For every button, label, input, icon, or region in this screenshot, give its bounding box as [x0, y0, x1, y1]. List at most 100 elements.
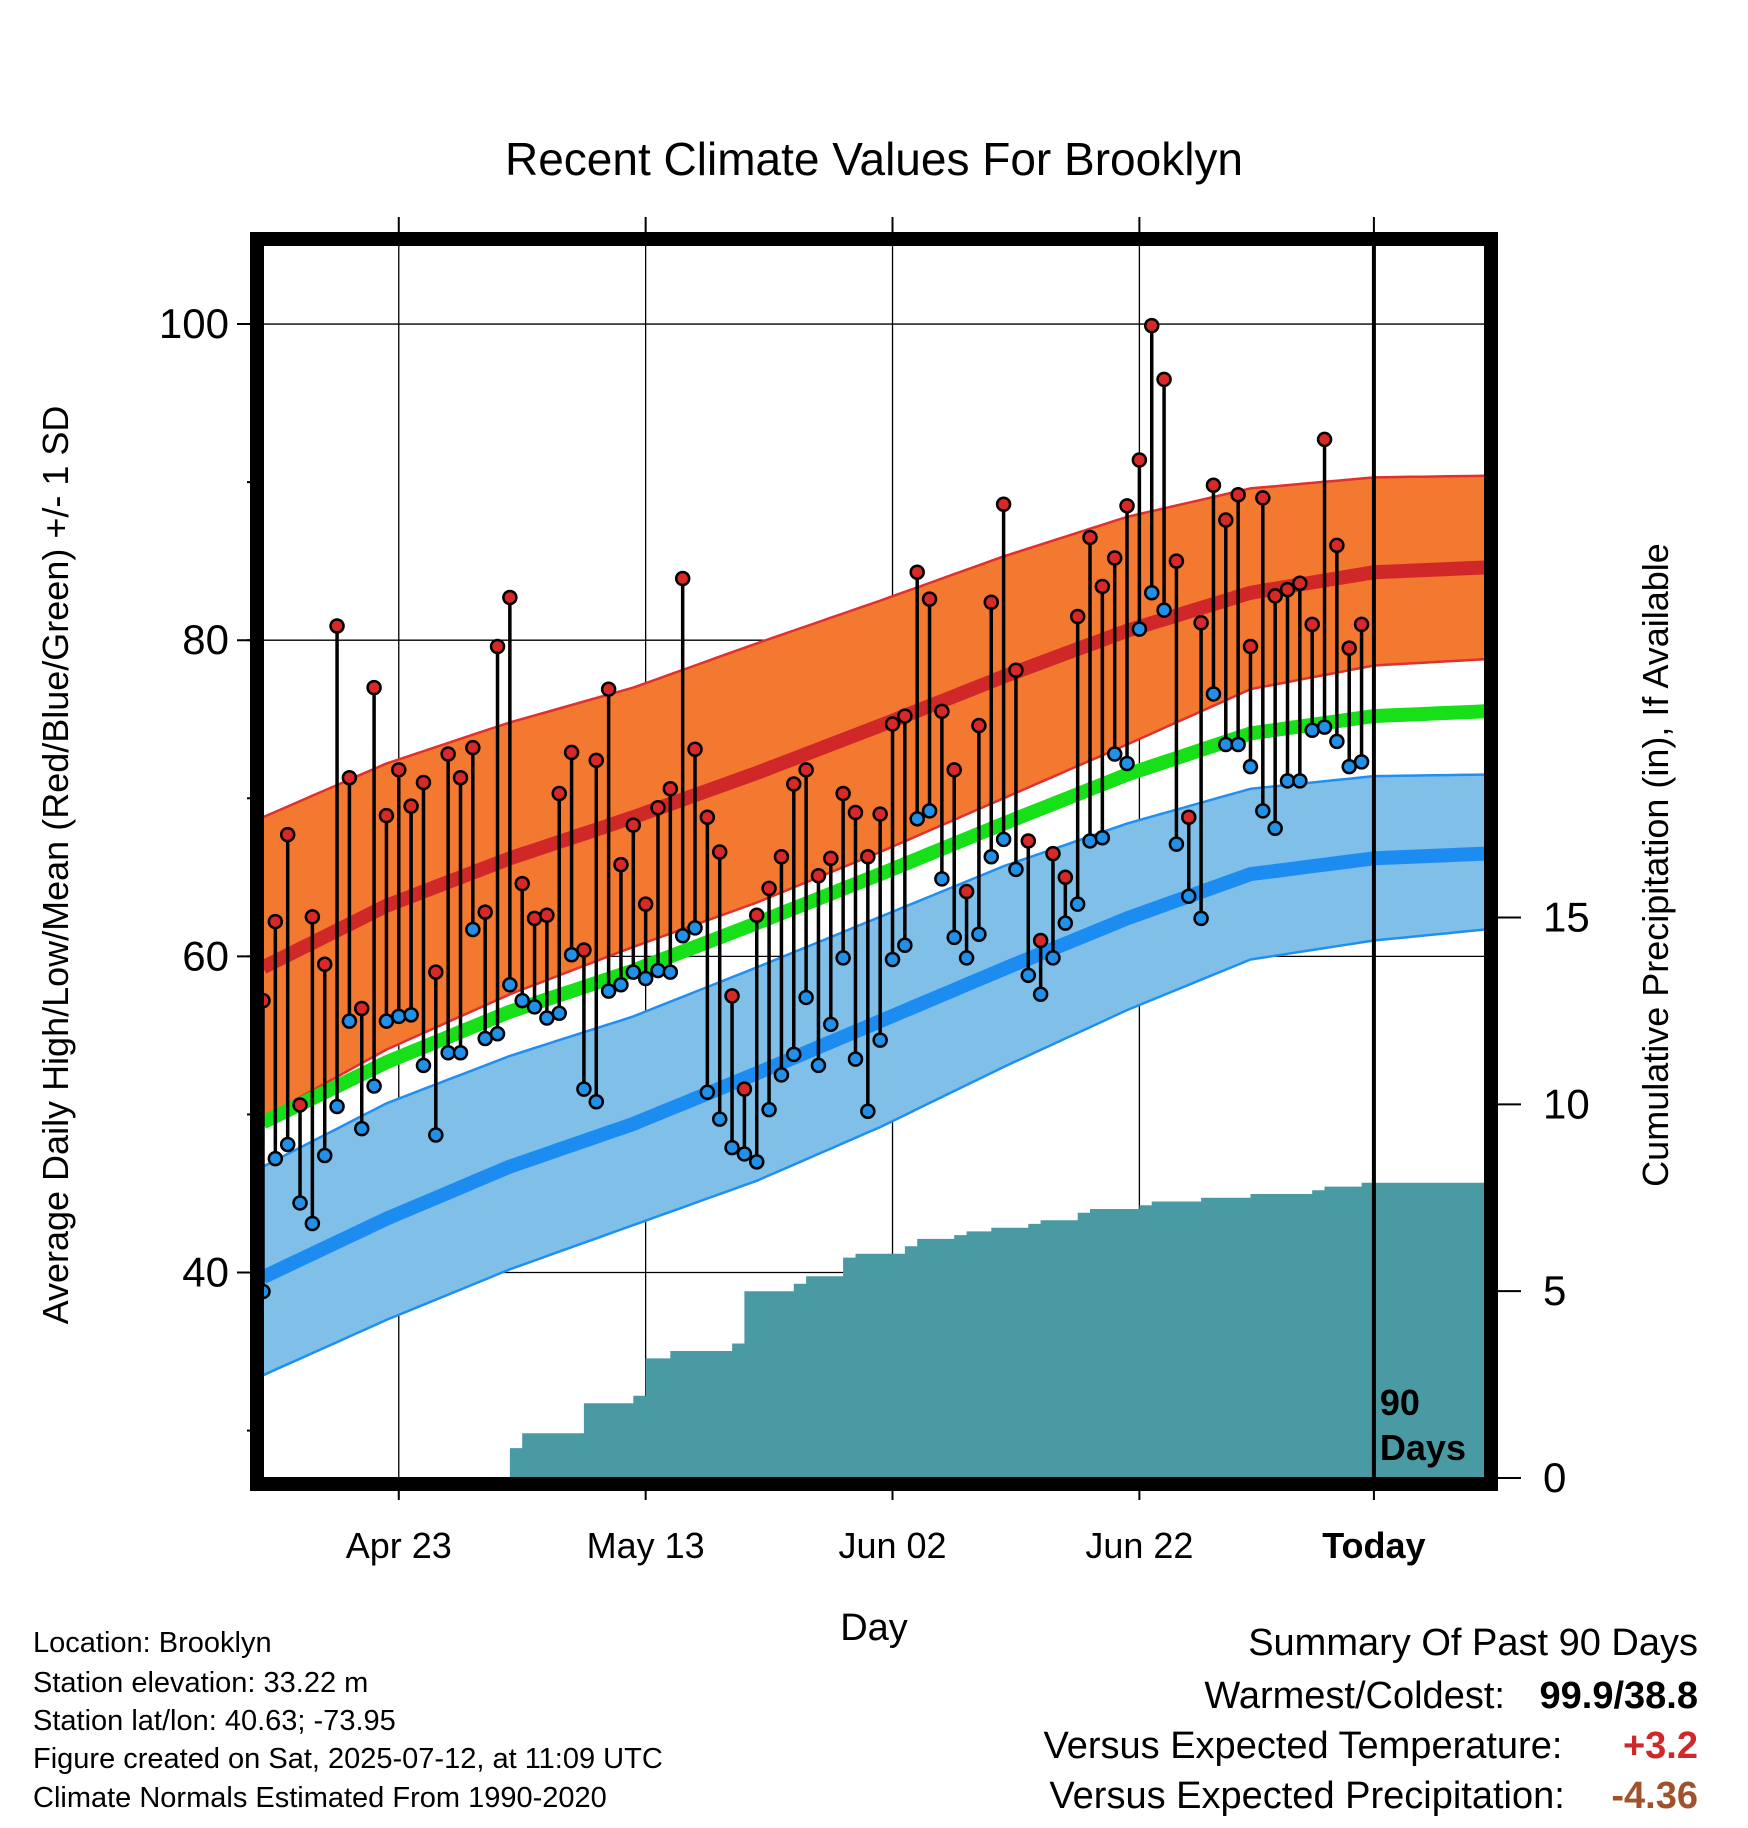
- daily-low-point: [748, 1154, 765, 1170]
- summary-temperature: Versus Expected Temperature: +3.2: [1043, 1725, 1698, 1768]
- daily-high-point: [1131, 452, 1148, 468]
- daily-high-point: [934, 703, 950, 720]
- daily-high-point: [786, 776, 802, 792]
- daily-high-point: [329, 618, 345, 634]
- daily-high-point: [613, 856, 629, 873]
- daily-low-point: [267, 1150, 284, 1167]
- daily-high-point: [263, 992, 271, 1009]
- daily-high-point: [662, 781, 679, 797]
- daily-high-point: [1279, 581, 1296, 598]
- daily-low-point: [1316, 719, 1333, 735]
- daily-high-point: [428, 964, 444, 980]
- daily-high-point: [921, 591, 938, 607]
- daily-low-point: [1205, 686, 1222, 702]
- daily-high-point: [452, 769, 469, 786]
- daily-high-point: [489, 638, 506, 655]
- warmest-label: Warmest/Coldest:: [1204, 1675, 1505, 1717]
- low-plus-sd-line: [263, 773, 1485, 1168]
- daily-high-point: [1341, 640, 1357, 656]
- daily-high-point: [835, 785, 851, 802]
- daily-high-point: [983, 594, 1000, 611]
- daily-low-point: [1131, 621, 1148, 637]
- daily-low-point: [934, 871, 950, 887]
- daily-low-point: [526, 999, 543, 1015]
- daily-high-point: [1069, 608, 1086, 625]
- daily-high-point: [267, 913, 284, 930]
- daily-high-point: [1255, 490, 1271, 506]
- daily-high-point: [724, 988, 740, 1004]
- daily-low-point: [452, 1045, 469, 1061]
- daily-high-point: [292, 1097, 308, 1113]
- daily-high-point: [1193, 615, 1209, 631]
- daily-low-point: [613, 977, 629, 993]
- daily-low-point: [810, 1057, 827, 1074]
- daily-high-point: [1094, 578, 1111, 595]
- daily-low-point: [403, 1007, 419, 1023]
- daily-high-point: [1205, 477, 1222, 494]
- y-tick-label: 40: [182, 1249, 229, 1296]
- x-tick-label: Jun 02: [838, 1525, 946, 1566]
- warmest-value: 99.9/38.8: [1539, 1675, 1698, 1717]
- daily-low-point: [440, 1045, 456, 1061]
- daily-high-point: [711, 844, 728, 860]
- daily-low-point: [650, 962, 666, 979]
- daily-low-point: [946, 929, 962, 946]
- daily-low-point: [391, 1008, 407, 1025]
- daily-low-point: [465, 921, 481, 938]
- daily-high-point: [279, 826, 296, 843]
- daily-high-point: [600, 681, 617, 697]
- daily-high-point: [674, 570, 691, 587]
- daily-low-point: [1193, 910, 1209, 927]
- daily-low-point: [329, 1098, 345, 1115]
- daily-high-point: [353, 1000, 370, 1017]
- daily-high-point: [1181, 809, 1197, 825]
- daily-high-point: [1168, 553, 1185, 569]
- daily-high-point: [1082, 529, 1098, 546]
- daily-low-point: [1069, 896, 1086, 912]
- latlon-text: Station lat/lon: 40.63; -73.95: [33, 1705, 396, 1737]
- daily-low-point: [1143, 585, 1160, 601]
- daily-low-point: [736, 1146, 753, 1162]
- daily-low-point: [304, 1215, 321, 1232]
- daily-high-point: [1143, 317, 1160, 334]
- precip-tick-label: 5: [1543, 1267, 1566, 1314]
- daily-high-point: [823, 850, 839, 867]
- daily-low-point: [1341, 758, 1357, 775]
- x-tick-label: Today: [1322, 1525, 1425, 1566]
- daily-high-point: [1292, 575, 1308, 592]
- daily-low-point: [958, 950, 975, 966]
- daily-low-point: [847, 1051, 864, 1067]
- daily-high-point: [502, 589, 518, 606]
- created-text: Figure created on Sat, 2025-07-12, at 11…: [33, 1743, 663, 1775]
- daily-low-point: [489, 1026, 506, 1042]
- summary-warmest: Warmest/Coldest: 99.9/38.8: [1204, 1675, 1698, 1718]
- precip-value: -4.36: [1611, 1775, 1698, 1817]
- daily-low-point: [625, 964, 642, 980]
- daily-high-point: [563, 744, 580, 761]
- daily-high-point: [1020, 833, 1037, 849]
- daily-high-point: [847, 804, 864, 821]
- daily-high-point: [1242, 638, 1259, 655]
- daily-low-point: [1008, 861, 1024, 878]
- daily-high-point: [897, 708, 913, 724]
- daily-high-point: [1106, 550, 1123, 566]
- daily-low-point: [279, 1136, 296, 1153]
- daily-high-point: [1218, 512, 1234, 528]
- temp-value: +3.2: [1622, 1725, 1698, 1767]
- daily-low-point: [551, 1005, 567, 1022]
- daily-high-point: [1156, 371, 1172, 388]
- daily-high-point: [625, 817, 642, 833]
- y-axis-label-left: Average Daily High/Low/Mean (Red/Blue/Gr…: [35, 406, 76, 1325]
- daily-high-point: [1353, 616, 1370, 633]
- daily-low-point: [1094, 830, 1111, 846]
- daily-low-point: [539, 1010, 555, 1026]
- daily-low-point: [971, 926, 987, 942]
- daily-low-point: [921, 803, 938, 819]
- daily-high-point: [539, 907, 555, 923]
- daily-high-point: [465, 739, 481, 756]
- daily-high-point: [391, 762, 407, 778]
- daily-low-point: [835, 950, 851, 966]
- daily-low-point: [884, 951, 901, 968]
- daily-low-point: [514, 992, 530, 1009]
- high-plus-sd-line: [263, 474, 1485, 819]
